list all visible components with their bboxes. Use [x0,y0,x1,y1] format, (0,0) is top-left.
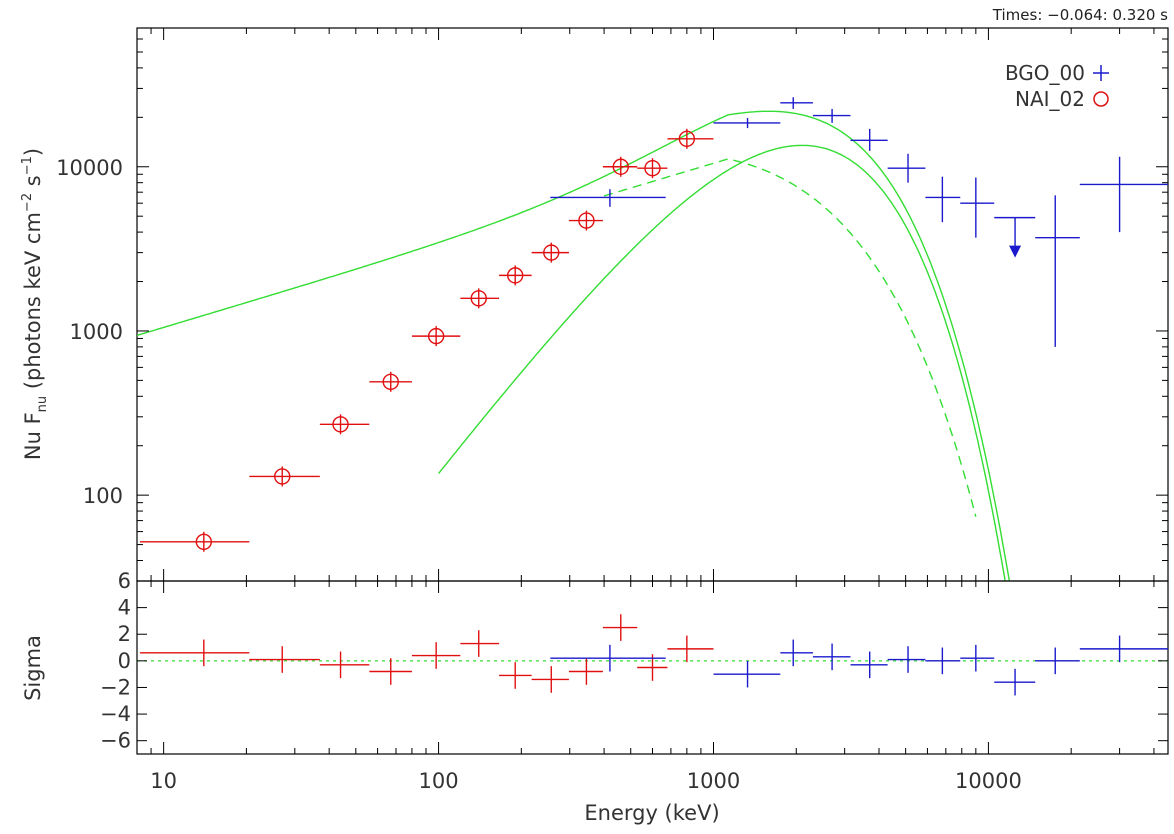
y-tick-label: −6 [100,729,131,753]
ylabel-mid2: s [21,175,45,193]
y-tick-label: 4 [118,596,131,620]
y-tick-label: −2 [100,675,131,699]
x-tick-label: 1000 [687,769,740,793]
spectrum-panel: 100 1000 10000 Nu Fnu (photons keV cm−2 s−… [20,27,1169,582]
ylabel-mid: (photons keV cm [21,212,45,396]
y-tick-label: 100 [83,484,123,508]
ylabel-pre: Nu F [21,412,45,460]
model-nonthermal-curve [603,158,977,517]
y-tick-label: −4 [100,702,131,726]
y-tick-label: 1000 [70,320,123,344]
legend-label-bgo_00: BGO_00 [1005,61,1085,85]
nai-02-point [507,267,524,284]
upper-limit-arrow-icon [1009,245,1022,258]
ylabel-sup2: −1 [20,156,35,175]
nai-02-point [644,160,661,177]
times-label: Times: −0.064: 0.320 s [992,6,1168,24]
y-axis-label: Nu Fnu (photons keV cm−2 s−1) [20,148,50,460]
spectrum-data [139,97,1168,552]
spectrum-ticks: 100 1000 10000 [56,27,1168,582]
ylabel-post: ) [21,148,45,156]
nai-02-point [578,212,595,229]
residuals-data [139,614,1168,696]
nai-02-point [612,158,629,175]
model-total-curve [137,110,1011,581]
x-tick-label: 100 [419,769,459,793]
nai-02-point [195,533,213,550]
nai-02-point [427,327,445,345]
nai-02-point [678,130,696,148]
y-tick-label: 0 [118,649,131,673]
model-curves [137,110,1011,581]
x-axis-label: Energy (keV) [584,801,719,825]
nai-02-point [543,244,560,261]
x-tick-label: 10 [150,769,177,793]
nai-02-point [382,373,399,391]
model-peaked-curve [438,144,1006,581]
nai-02-point [274,468,291,485]
residuals-panel: 10 100 1000 10000 −6 −4 −20 24 6 Sigma [21,569,1169,793]
y-tick-label: 2 [118,622,131,646]
legend-circle-icon [1093,91,1109,107]
x-tick-label: 10000 [955,769,1022,793]
nai-02-point [332,416,349,433]
ylabel-sup1: −2 [20,193,35,212]
spectrum-frame [136,27,1169,582]
residuals-ticks: 10 100 1000 10000 −6 −4 −20 24 6 [100,569,1168,793]
y-tick-label: 6 [118,569,131,593]
ylabel-sub1: nu [35,396,50,412]
nai-02-point [470,290,487,307]
legend-label-nai_02: NAI_02 [1015,87,1085,111]
residual-y-axis-label: Sigma [21,635,45,701]
y-tick-label: 10000 [56,156,123,180]
